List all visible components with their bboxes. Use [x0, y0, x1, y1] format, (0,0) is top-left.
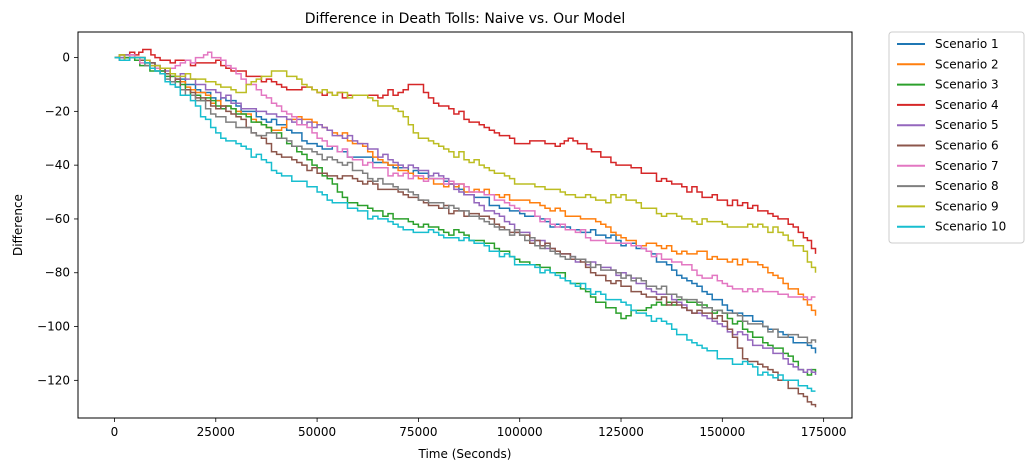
x-axis-label: Time (Seconds) — [418, 447, 512, 461]
x-tick-label: 125000 — [598, 425, 644, 439]
legend-label: Scenario 9 — [935, 199, 999, 213]
y-tick-label: −20 — [45, 104, 70, 118]
series-line-4 — [114, 48, 817, 254]
y-axis: 0 −20 −40 −60 −80 −100 −120 — [37, 51, 78, 387]
legend-label: Scenario 8 — [935, 179, 999, 193]
series-line-5 — [114, 54, 817, 375]
y-tick-label: −120 — [37, 373, 70, 387]
y-tick-label: 0 — [62, 51, 70, 65]
legend-label: Scenario 10 — [935, 220, 1006, 234]
legend-label: Scenario 7 — [935, 159, 999, 173]
series-line-2 — [114, 54, 817, 316]
x-tick-label: 0 — [111, 425, 119, 439]
legend-label: Scenario 4 — [935, 98, 999, 112]
plot-frame — [77, 31, 853, 419]
legend-label: Scenario 3 — [935, 78, 999, 92]
y-tick-label: −40 — [45, 158, 70, 172]
x-tick-label: 175000 — [801, 425, 847, 439]
legend: Scenario 1 Scenario 2 Scenario 3 Scenario 4… — [888, 31, 1025, 244]
legend-label: Scenario 1 — [935, 37, 999, 51]
y-tick-label: −100 — [37, 320, 70, 334]
series-line-7 — [114, 51, 816, 301]
legend-label: Scenario 2 — [935, 57, 999, 71]
series-layer — [114, 48, 817, 408]
x-tick-label: 50000 — [298, 425, 336, 439]
x-tick-label: 150000 — [699, 425, 745, 439]
x-tick-label: 100000 — [497, 425, 543, 439]
legend-label: Scenario 5 — [935, 118, 999, 132]
series-line-10 — [114, 56, 816, 392]
chart-title: Difference in Death Tolls: Naive vs. Our… — [305, 11, 626, 27]
series-line-1 — [114, 56, 817, 354]
x-tick-label: 75000 — [399, 425, 437, 439]
x-tick-label: 25000 — [197, 425, 235, 439]
y-tick-label: −60 — [45, 212, 70, 226]
legend-label: Scenario 6 — [935, 139, 999, 153]
series-line-8 — [114, 54, 817, 344]
y-tick-label: −80 — [45, 266, 70, 280]
x-axis: 0 25000 50000 75000 100000 125000 150000 175000 — [111, 418, 847, 439]
series-line-9 — [114, 54, 817, 273]
series-line-6 — [114, 54, 817, 408]
y-axis-label: Difference — [11, 194, 25, 256]
